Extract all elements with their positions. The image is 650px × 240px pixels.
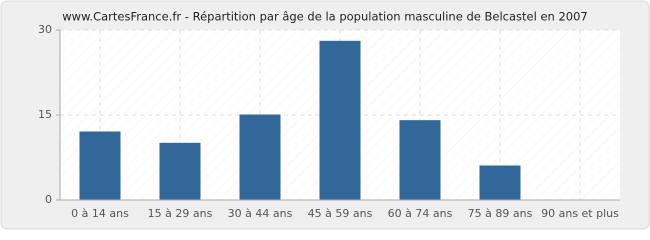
y-tick-label: 15 — [38, 108, 52, 121]
bar — [319, 40, 361, 201]
y-tick-label: 0 — [45, 193, 52, 206]
x-tick-label: 15 à 29 ans — [148, 207, 213, 220]
bar — [79, 131, 121, 201]
x-tick-label: 0 à 14 ans — [71, 207, 129, 220]
x-tick-label: 75 à 89 ans — [468, 207, 533, 220]
bar — [239, 114, 281, 201]
x-tick-label: 90 ans et plus — [541, 207, 619, 220]
x-tick-label: 60 à 74 ans — [388, 207, 453, 220]
bar — [479, 165, 521, 201]
x-tick-label: 30 à 44 ans — [228, 207, 293, 220]
y-tick-label: 30 — [38, 23, 52, 36]
chart: www.CartesFrance.fr - Répartition par âg… — [0, 0, 650, 230]
bar — [399, 120, 441, 201]
page: {"chart_data": {"type": "bar", "title": … — [0, 0, 650, 230]
chart-title: www.CartesFrance.fr - Répartition par âg… — [62, 10, 587, 24]
x-tick-label: 45 à 59 ans — [308, 207, 373, 220]
bars — [79, 40, 521, 201]
bar — [159, 142, 201, 201]
